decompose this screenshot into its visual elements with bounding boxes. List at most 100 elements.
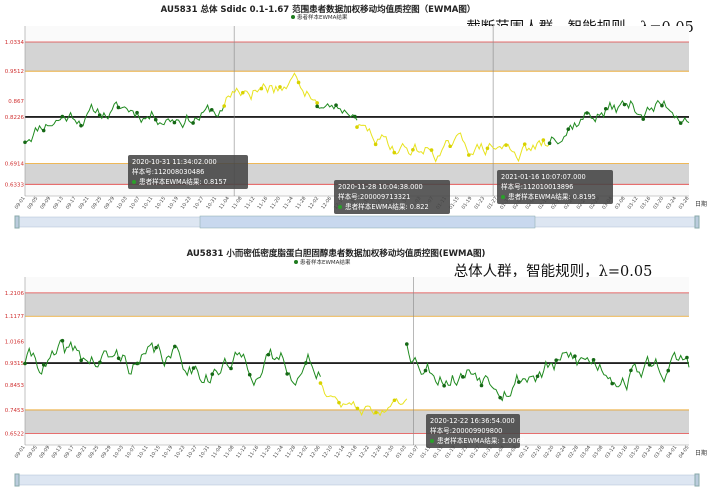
- ewma-data-point[interactable]: [337, 400, 341, 405]
- ewma-data-point[interactable]: [660, 103, 664, 108]
- x-tick-label: 10-27: [192, 196, 205, 211]
- x-tick-label: 09-25: [87, 445, 100, 460]
- ewma-data-point[interactable]: [296, 80, 301, 85]
- ewma-data-point[interactable]: [266, 352, 271, 357]
- ewma-series-line[interactable]: [406, 343, 690, 402]
- ewma-data-point[interactable]: [392, 150, 397, 155]
- ewma-data-point[interactable]: [629, 368, 633, 373]
- x-tick-label: 09-25: [90, 196, 103, 211]
- ewma-data-point[interactable]: [79, 358, 83, 363]
- ewma-data-point[interactable]: [585, 111, 589, 115]
- ewma-data-point[interactable]: [154, 345, 158, 350]
- ewma-data-point[interactable]: [153, 117, 158, 122]
- ewma-data-point[interactable]: [60, 338, 65, 343]
- legend-marker[interactable]: [291, 15, 295, 19]
- ewma-series-line[interactable]: [223, 72, 318, 107]
- zoom-slider-right-handle[interactable]: [694, 215, 700, 229]
- ewma-data-point[interactable]: [504, 143, 508, 147]
- ewma-data-point[interactable]: [334, 103, 338, 107]
- ewma-data-point[interactable]: [448, 144, 452, 149]
- ewma-data-point[interactable]: [461, 375, 465, 379]
- ewma-data-point[interactable]: [355, 406, 360, 411]
- ewma-data-point[interactable]: [610, 381, 615, 386]
- ewma-data-point[interactable]: [315, 101, 319, 105]
- ewma-data-point[interactable]: [41, 128, 46, 133]
- ewma-data-point[interactable]: [23, 140, 27, 145]
- ewma-data-point[interactable]: [554, 358, 558, 362]
- zoom-slider-left-handle[interactable]: [14, 473, 20, 487]
- zoom-slider-right-handle[interactable]: [694, 473, 700, 487]
- ewma-data-point[interactable]: [172, 120, 177, 125]
- ewma-data-point[interactable]: [259, 86, 264, 91]
- ewma-series-line[interactable]: [549, 99, 690, 145]
- ewma-data-point[interactable]: [429, 148, 434, 152]
- ewma-data-point[interactable]: [240, 90, 245, 95]
- ewma-data-point[interactable]: [229, 366, 233, 371]
- ewma-data-point[interactable]: [485, 146, 490, 151]
- ewma-data-point[interactable]: [173, 344, 177, 349]
- ewma-data-point[interactable]: [60, 114, 65, 119]
- ewma-data-point[interactable]: [41, 362, 46, 367]
- ewma-data-point[interactable]: [479, 383, 484, 388]
- zoom-slider-left-handle[interactable]: [14, 215, 20, 229]
- ewma-data-point[interactable]: [285, 372, 289, 376]
- ewma-data-point[interactable]: [23, 361, 27, 366]
- zoom-slider-window[interactable]: [199, 215, 536, 229]
- ewma-data-point[interactable]: [535, 374, 540, 379]
- ewma-data-point[interactable]: [573, 354, 577, 358]
- ewma-data-point[interactable]: [517, 380, 521, 384]
- ewma-series-line[interactable]: [320, 382, 408, 417]
- x-tick-label: 11-28: [284, 445, 297, 460]
- ewma-data-point[interactable]: [98, 360, 102, 365]
- ewma-data-point[interactable]: [135, 361, 140, 366]
- legend-marker[interactable]: [294, 260, 298, 264]
- ewma-data-point[interactable]: [304, 361, 308, 365]
- ewma-data-point[interactable]: [191, 366, 196, 370]
- ewma-data-point[interactable]: [622, 102, 627, 107]
- ewma-data-point[interactable]: [547, 141, 552, 146]
- ewma-data-point[interactable]: [591, 357, 596, 362]
- ewma-data-point[interactable]: [603, 106, 608, 111]
- ewma-data-point[interactable]: [278, 85, 282, 89]
- ewma-data-point[interactable]: [685, 355, 689, 360]
- x-tick-label: 03-08: [592, 445, 605, 460]
- ewma-data-point[interactable]: [411, 147, 415, 152]
- ewma-data-point[interactable]: [392, 398, 397, 403]
- ewma-data-point[interactable]: [116, 105, 121, 110]
- ewma-data-point[interactable]: [678, 121, 683, 125]
- ewma-series-line[interactable]: [24, 339, 321, 387]
- ewma-data-point[interactable]: [442, 383, 446, 388]
- ewma-data-point[interactable]: [373, 142, 378, 147]
- ewma-data-point[interactable]: [423, 368, 428, 373]
- ewma-data-point[interactable]: [566, 127, 571, 131]
- ewma-data-point[interactable]: [355, 125, 359, 129]
- ewma-data-point[interactable]: [498, 395, 502, 400]
- ewma-data-point[interactable]: [222, 104, 226, 108]
- ewma-series-line[interactable]: [316, 102, 358, 121]
- tooltip-datetime: 2020-12-22 16:36:54.000: [430, 417, 515, 425]
- ewma-data-point[interactable]: [641, 117, 646, 121]
- ewma-data-point[interactable]: [210, 372, 215, 376]
- y-tick-label: 0.6333: [5, 182, 25, 188]
- zoom-slider[interactable]: [16, 474, 698, 486]
- ewma-data-point[interactable]: [318, 381, 323, 385]
- ewma-data-point[interactable]: [467, 153, 471, 157]
- ewma-data-point[interactable]: [79, 123, 83, 128]
- ewma-data-point[interactable]: [97, 113, 102, 117]
- ewma-data-point[interactable]: [135, 110, 139, 115]
- ewma-data-point[interactable]: [666, 368, 671, 373]
- data-tooltip: 2020-12-22 16:36:54.000样本号:200009909800患…: [426, 414, 525, 448]
- ewma-data-point[interactable]: [247, 372, 252, 377]
- ewma-data-point[interactable]: [315, 104, 319, 109]
- ewma-data-point[interactable]: [116, 356, 121, 361]
- ewma-data-point[interactable]: [191, 121, 195, 125]
- ewma-data-point[interactable]: [405, 342, 409, 346]
- ewma-series-line[interactable]: [356, 124, 550, 163]
- ewma-data-point[interactable]: [647, 363, 652, 367]
- ewma-data-point[interactable]: [541, 138, 546, 142]
- ewma-data-point[interactable]: [522, 142, 527, 146]
- ewma-data-point[interactable]: [209, 107, 214, 112]
- ewma-data-point[interactable]: [353, 114, 357, 119]
- ewma-series-line[interactable]: [24, 101, 225, 143]
- ewma-data-point[interactable]: [374, 410, 378, 415]
